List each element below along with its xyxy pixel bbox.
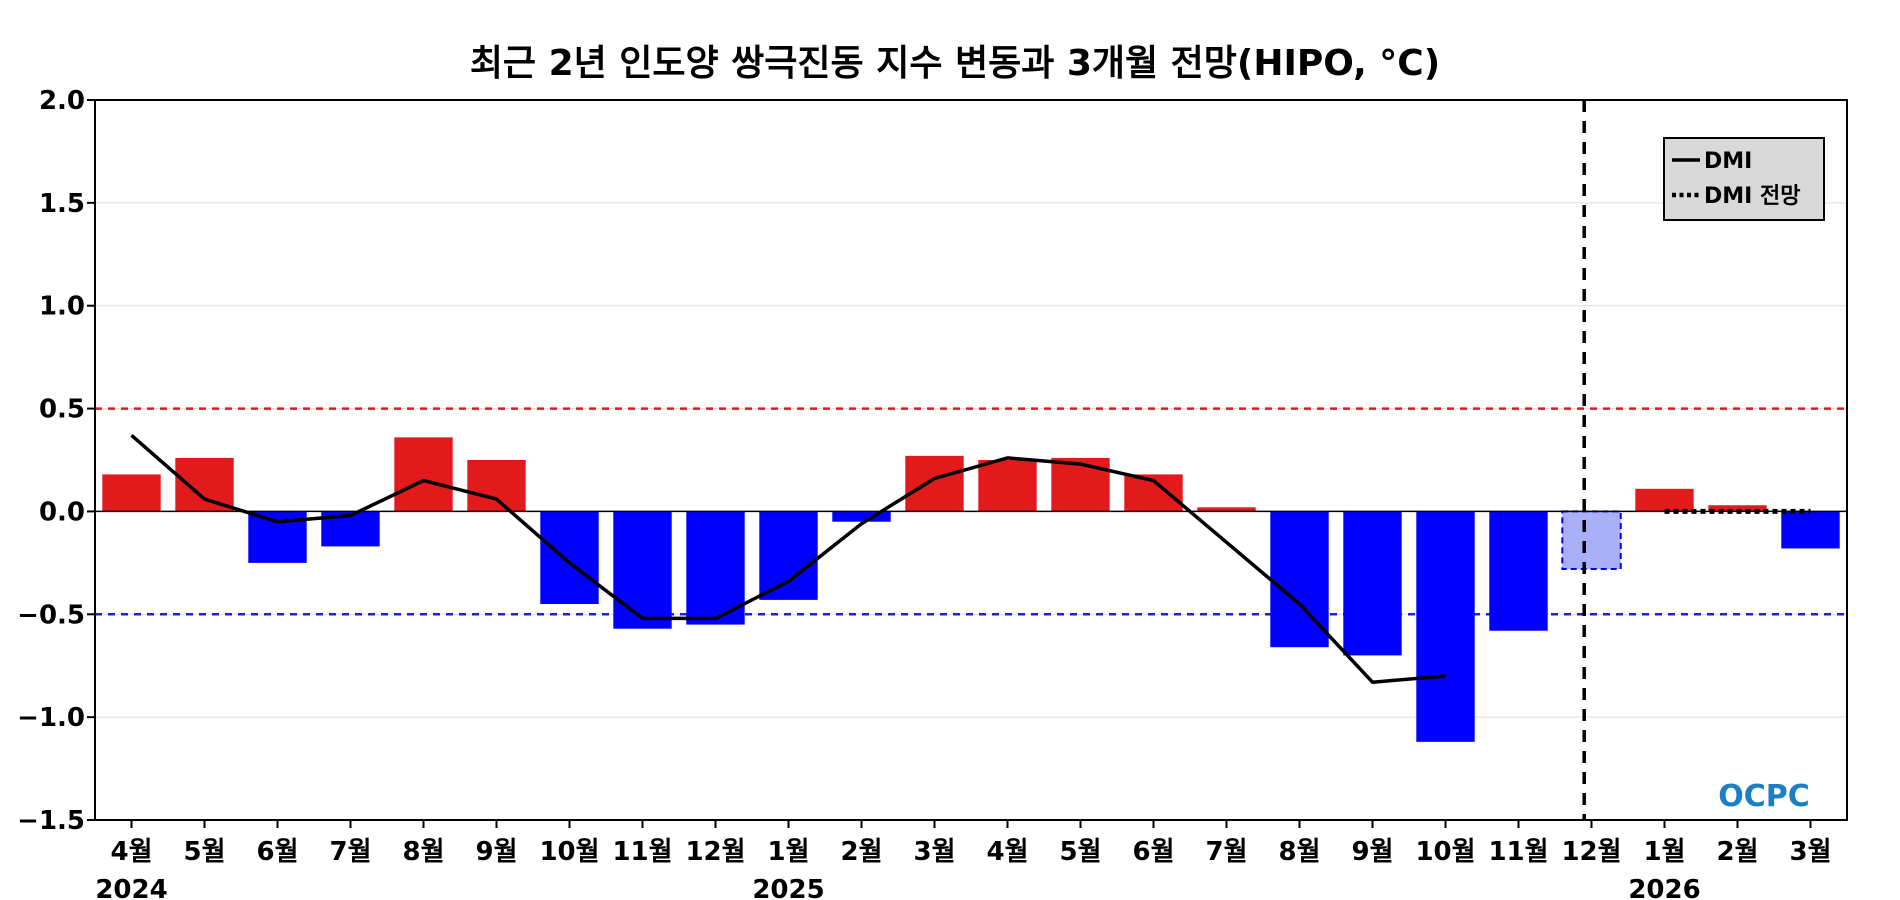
x-tick-label: 1월 [767,837,809,867]
x-tick-label: 3월 [1789,837,1831,867]
x-tick-label: 5월 [183,837,225,867]
y-tick-label: 0.0 [39,497,85,527]
x-tick-label: 6월 [1132,837,1174,867]
x-tick-label: 7월 [1205,837,1247,867]
dmi-lines [95,100,1847,820]
bar [1416,511,1475,742]
bar [905,455,964,512]
x-tick-label: 1월 [1643,837,1685,867]
year-label: 2026 [1628,875,1700,900]
bar [1635,488,1694,512]
bar [175,457,234,512]
bar [540,511,599,604]
y-tick-label: 1.5 [39,189,85,219]
x-tick-label: 9월 [1351,837,1393,867]
x-tick-label: 12월 [1561,837,1621,867]
bar [832,511,891,522]
x-tick-label: 2월 [1716,837,1758,867]
plot-frame [94,99,1848,821]
y-tick-label: 0.5 [39,395,85,425]
y-tick-label: −1.5 [17,806,85,836]
legend-dmi-forecast-label: DMI 전망 [1704,184,1800,209]
bar [1489,511,1548,631]
bar [686,511,745,625]
x-tick-label: 5월 [1059,837,1101,867]
x-tick-label: 10월 [1415,837,1475,867]
bar [1051,457,1110,512]
y-tick-label: −0.5 [17,600,85,630]
x-tick-label: 7월 [329,837,371,867]
axes [87,99,1848,828]
bar [978,460,1037,512]
bar [394,437,453,512]
x-tick-label: 9월 [475,837,517,867]
x-tick-label: 10월 [539,837,599,867]
legend: DMI DMI 전망 [1663,137,1825,221]
ocpc-logo: OCPC [1718,779,1810,814]
y-tick-label: 1.0 [39,292,85,322]
legend-dmi-label: DMI [1704,149,1752,174]
bar [1781,511,1840,549]
bar [759,511,818,600]
bar [1197,507,1256,512]
x-tick-label: 6월 [256,837,298,867]
bar [467,460,526,512]
year-label: 2024 [95,875,167,900]
x-tick-label: 4월 [110,837,152,867]
y-tick-label: 2.0 [39,86,85,116]
x-tick-label: 11월 [612,837,672,867]
bars [102,437,1840,742]
x-tick-label: 11월 [1488,837,1548,867]
chart-title: 최근 2년 인도양 쌍극진동 지수 변동과 3개월 전망(HIPO, °C) [470,43,1440,84]
year-label: 2025 [752,875,824,900]
dmi-line [130,433,1446,684]
threshold-lines [95,407,1847,616]
y-tick-label: −1.0 [17,703,85,733]
tick-labels: 2.0 1.5 1.0 0.5 0.0 −0.5 −1.0 −1.5 4월 5월 6월 7월 8월 9월 1… [17,86,1831,900]
ocpc-logo-text: OCPC [1718,779,1810,814]
bar [1343,511,1402,656]
x-tick-label: 3월 [913,837,955,867]
bar [1708,505,1767,512]
x-tick-label: 8월 [1278,837,1320,867]
x-tick-label: 4월 [986,837,1028,867]
x-tick-label: 8월 [402,837,444,867]
x-tick-label: 2월 [840,837,882,867]
bar [102,474,161,512]
bar [613,511,672,629]
legend-box [1663,137,1825,221]
bar [1561,510,1622,571]
x-tick-label: 12월 [685,837,745,867]
